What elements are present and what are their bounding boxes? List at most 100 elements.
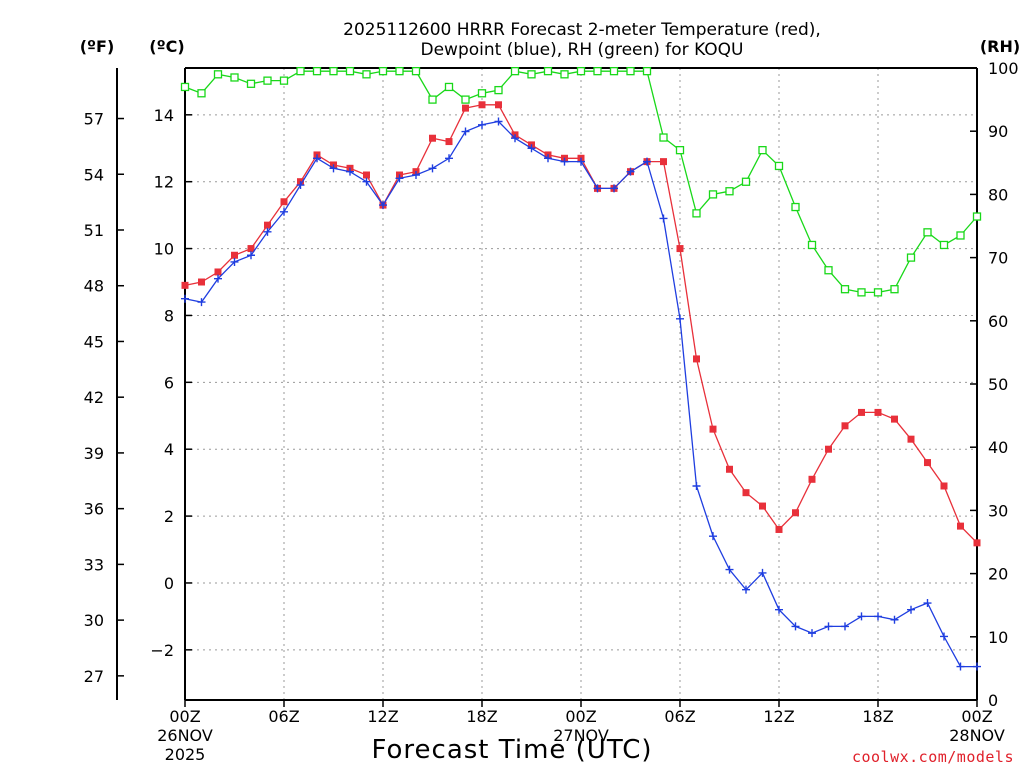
rh-tick-label: 60 — [988, 312, 1008, 331]
dewpoint-point — [527, 144, 536, 153]
celsius-tick-label: −2 — [150, 641, 174, 660]
dewpoint-point — [445, 154, 453, 163]
dewpoint-point — [313, 154, 321, 163]
x-tick-date-label: 28NOV — [949, 726, 1005, 745]
rh-point — [857, 288, 866, 297]
fahrenheit-tick-label: 39 — [84, 444, 104, 463]
rh-point — [246, 79, 256, 88]
dewpoint-point — [907, 605, 915, 614]
temperature-point — [858, 408, 865, 416]
rh-point — [329, 67, 338, 76]
fahrenheit-tick-label: 42 — [84, 388, 104, 407]
rh-tick-label: 20 — [988, 565, 1008, 584]
dewpoint-point — [329, 164, 338, 173]
rh-point — [675, 146, 685, 155]
rh-tick-label: 30 — [988, 501, 1008, 520]
chart-title-line2: Dewpoint (blue), RH (green) for KOQU — [421, 40, 744, 60]
x-tick-label: 18Z — [466, 707, 497, 726]
celsius-tick-label: 6 — [164, 373, 174, 392]
rh-tick-label: 40 — [988, 438, 1008, 457]
rh-point — [906, 253, 916, 262]
dewpoint-point — [511, 134, 519, 143]
rh-point — [296, 67, 305, 76]
celsius-axis-ticks: −2 0 2 4 6 8 10 12 14 — [150, 106, 192, 660]
temperature-point — [874, 408, 882, 416]
dewpoint-point — [956, 662, 965, 671]
rh-tick-label: 80 — [988, 185, 1008, 204]
dewpoint-point — [280, 207, 288, 216]
temperature-point — [891, 415, 898, 423]
rh-point — [609, 67, 619, 76]
fahrenheit-axis-ticks: 27 30 33 36 39 42 45 48 51 54 57 — [84, 110, 124, 686]
dewpoint-point — [874, 612, 882, 621]
celsius-tick-label: 14 — [154, 106, 174, 125]
dewpoint-point — [610, 184, 618, 193]
x-tick-label: 06Z — [268, 707, 299, 726]
dewpoint-point — [659, 214, 668, 223]
dewpoint-point — [692, 481, 701, 490]
temperature-point — [247, 245, 255, 253]
temperature-point — [924, 459, 931, 467]
temperature-point — [775, 525, 783, 533]
grid-lines — [185, 68, 977, 700]
rh-series — [180, 67, 982, 297]
temperature-point — [264, 221, 271, 229]
temperature-point — [198, 278, 205, 286]
rh-point — [840, 285, 850, 294]
rh-point — [939, 240, 949, 250]
x-tick-label: 00Z — [961, 707, 992, 726]
fahrenheit-tick-label: 48 — [84, 277, 104, 296]
temperature-point — [792, 509, 799, 517]
dewpoint-point — [230, 257, 239, 266]
celsius-tick-label: 10 — [154, 240, 174, 259]
rh-point — [972, 212, 982, 221]
dewpoint-point — [362, 177, 371, 186]
x-tick-year-label: 2025 — [165, 745, 206, 764]
fahrenheit-tick-label: 36 — [84, 500, 104, 519]
temperature-point — [940, 482, 948, 490]
rh-point — [923, 228, 932, 237]
x-tick-date-label: 27NOV — [553, 726, 609, 745]
rh-point — [494, 85, 503, 95]
rh-tick-label: 90 — [988, 122, 1008, 141]
dewpoint-point — [214, 274, 222, 283]
rh-axis-ticks: 0 10 20 30 40 50 60 70 80 90 100 — [970, 59, 1019, 710]
temperature-point — [363, 171, 370, 179]
x-tick-label: 12Z — [367, 707, 398, 726]
temperature-point — [808, 475, 816, 483]
rh-point — [527, 70, 536, 79]
dewpoint-point — [890, 615, 899, 624]
rh-point — [197, 89, 206, 98]
x-axis-label: Forecast Time (UTC) — [371, 735, 652, 765]
temperature-point — [726, 465, 733, 473]
rh-point — [576, 67, 586, 76]
rh-point — [378, 67, 388, 76]
dewpoint-point — [725, 565, 734, 574]
fahrenheit-tick-label: 57 — [84, 110, 104, 129]
rh-point — [725, 187, 734, 196]
temperature-point — [676, 245, 684, 253]
rh-point — [345, 67, 355, 76]
rh-tick-label: 0 — [988, 691, 998, 710]
data-series — [180, 67, 982, 671]
temperature-point — [231, 251, 238, 259]
temperature-point — [181, 281, 189, 289]
rh-point — [741, 177, 751, 186]
celsius-tick-label: 4 — [164, 440, 174, 459]
rh-point — [873, 288, 883, 297]
rh-axis-unit: (RH) — [980, 37, 1020, 56]
temperature-point — [429, 134, 436, 142]
dewpoint-point — [544, 154, 552, 163]
dewpoint-point — [742, 585, 750, 594]
rh-point — [362, 70, 371, 79]
rh-point — [213, 70, 223, 79]
x-tick-label: 06Z — [664, 707, 695, 726]
temperature-point — [907, 435, 915, 443]
temperature-point — [973, 539, 981, 547]
dewpoint-point — [296, 181, 305, 190]
x-tick-label: 18Z — [862, 707, 893, 726]
rh-point — [279, 76, 289, 85]
dewpoint-point — [478, 120, 486, 129]
fahrenheit-tick-label: 33 — [84, 555, 104, 574]
temperature-point — [825, 445, 832, 453]
